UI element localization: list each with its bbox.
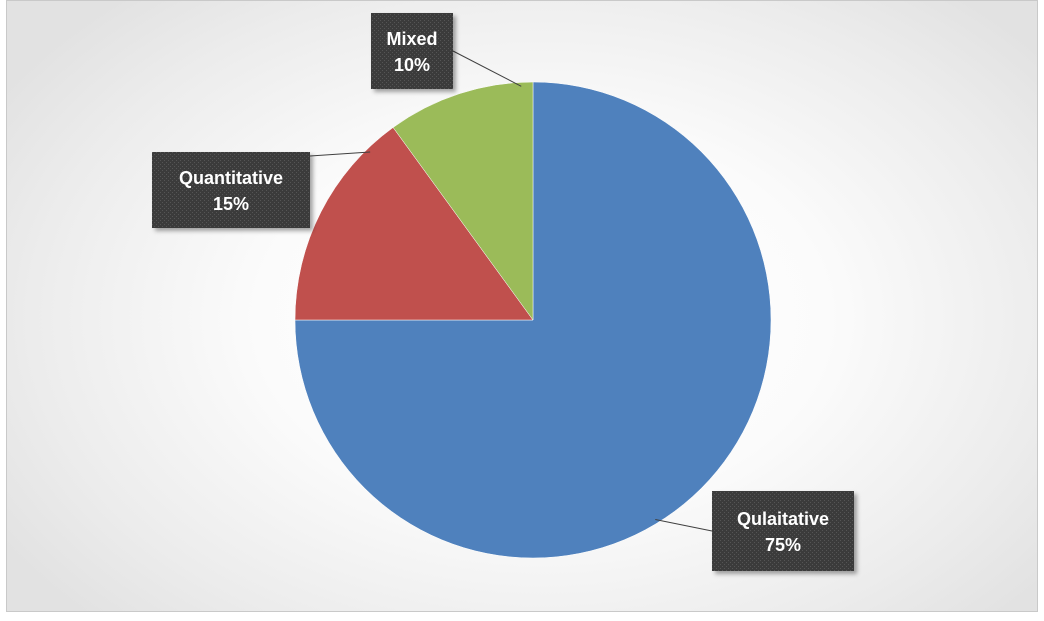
leader-line-mixed <box>452 50 522 87</box>
data-label-box <box>371 13 453 89</box>
data-label-box <box>152 152 310 228</box>
pie-slices <box>294 81 772 559</box>
data-label-percent: 15% <box>213 194 249 214</box>
leader-line-qulaitative <box>655 519 713 532</box>
data-label-category: Qulaitative <box>737 509 829 529</box>
data-labels: Qulaitative 75% Quantitative 15% Mixed 10% <box>152 13 854 571</box>
pie-slice-quantitative <box>294 127 534 321</box>
data-label-quantitative: Quantitative 15% <box>152 152 310 228</box>
data-label-percent: 10% <box>394 55 430 75</box>
data-label-category: Mixed <box>386 29 437 49</box>
pie-slice-qulaitative <box>294 81 772 559</box>
data-label-category: Quantitative <box>179 168 283 188</box>
pie-slice-mixed <box>392 81 534 321</box>
data-label-box <box>712 491 854 571</box>
data-label-qulaitative: Qulaitative 75% <box>712 491 854 571</box>
leader-line-quantitative <box>309 151 371 157</box>
data-label-mixed: Mixed 10% <box>371 13 453 89</box>
data-label-percent: 75% <box>765 535 801 555</box>
